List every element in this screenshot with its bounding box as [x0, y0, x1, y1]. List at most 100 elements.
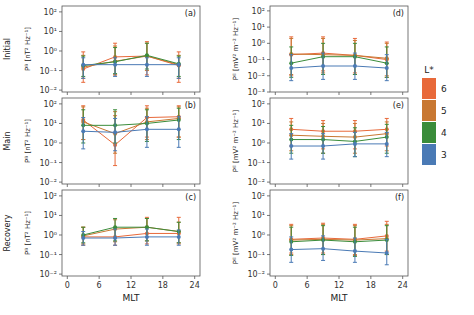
- error-cap-high: [385, 132, 389, 133]
- series-line: [83, 227, 179, 236]
- error-cap-low: [289, 80, 293, 81]
- point: [177, 63, 181, 67]
- error-cap-low: [145, 147, 149, 148]
- x-tick: [99, 184, 100, 187]
- error-cap-high: [353, 123, 357, 124]
- y-tick-label: 10⁻¹: [247, 159, 265, 168]
- error-cap-low: [113, 150, 117, 151]
- y-axis-label: Pᴱ [mV² m⁻² Hz⁻¹]: [232, 18, 240, 81]
- error-cap-high: [353, 38, 357, 39]
- error-cap-high: [321, 225, 325, 226]
- error-cap-high: [385, 224, 389, 225]
- error-stem: [146, 58, 147, 77]
- error-cap-high: [321, 36, 325, 37]
- error-bar: [177, 117, 181, 148]
- y-axis-label: Pᴱ [mV² m⁻² Hz⁻¹]: [232, 202, 240, 265]
- panel-label: (c): [185, 193, 196, 202]
- error-cap-high: [177, 108, 181, 109]
- point: [177, 63, 181, 67]
- y-tick-label: 10⁻²: [247, 72, 265, 81]
- x-tick: [370, 184, 371, 187]
- series-line: [83, 55, 179, 65]
- error-cap-high: [321, 53, 325, 54]
- series: [81, 58, 181, 79]
- y-tick: [267, 59, 270, 60]
- series: [81, 106, 181, 166]
- y-tick-label: 10⁻²: [247, 270, 265, 279]
- point: [321, 144, 325, 148]
- y-tick: [59, 103, 62, 104]
- error-cap-high: [113, 47, 117, 48]
- error-cap-high: [145, 41, 149, 42]
- error-cap-high: [321, 126, 325, 127]
- plot-frame: [62, 190, 200, 276]
- error-cap-high: [145, 218, 149, 219]
- error-bar: [81, 58, 85, 79]
- plot-area: [289, 37, 389, 81]
- error-bar: [81, 232, 85, 246]
- y-tick: [267, 215, 270, 216]
- error-cap-high: [385, 43, 389, 44]
- x-tick: [131, 184, 132, 187]
- error-bar: [321, 134, 325, 159]
- series: [81, 229, 181, 245]
- error-cap-low: [385, 156, 389, 157]
- x-tick: [99, 92, 100, 95]
- x-tick: [307, 184, 308, 187]
- y-tick-label: 10⁻¹: [39, 159, 57, 168]
- error-cap-high: [145, 43, 149, 44]
- y-tick-label: 10¹: [252, 211, 265, 220]
- y-tick: [59, 11, 62, 12]
- panel-label: (e): [393, 101, 404, 110]
- y-tick-label: 10¹: [252, 119, 265, 128]
- error-cap-high: [81, 109, 85, 110]
- x-tick-label: 24: [190, 281, 200, 290]
- y-axis-label: Pᴮ [nT² Hz⁻¹]: [24, 27, 32, 71]
- x-tick-label: 6: [97, 281, 102, 290]
- series: [289, 118, 389, 148]
- y-tick-label: 10¹: [44, 119, 57, 128]
- x-tick: [402, 92, 403, 95]
- legend-label: 4: [441, 128, 447, 138]
- error-cap-high: [177, 51, 181, 52]
- legend-swatch: [422, 122, 436, 143]
- error-cap-low: [177, 78, 181, 79]
- series-line: [291, 134, 387, 137]
- y-tick-label: 10⁻²: [39, 270, 57, 279]
- y-tick-label: 10¹: [44, 211, 57, 220]
- y-tick-label: 10²: [252, 100, 265, 109]
- series: [81, 43, 181, 76]
- error-cap-high: [113, 46, 117, 47]
- error-cap-low: [321, 159, 325, 160]
- error-bar: [81, 52, 85, 82]
- series-line: [83, 237, 179, 238]
- y-tick-label: 10¹: [44, 27, 57, 36]
- error-cap-high: [353, 43, 357, 44]
- error-cap-low: [385, 264, 389, 265]
- y-tick: [59, 182, 62, 183]
- y-tick-label: 10⁻³: [247, 88, 265, 97]
- error-cap-low: [177, 147, 181, 148]
- error-cap-high: [145, 217, 149, 218]
- y-tick-label: 10⁻¹: [39, 67, 57, 76]
- y-tick: [59, 195, 62, 196]
- series: [81, 218, 181, 242]
- series: [289, 43, 389, 77]
- x-axis-label: MLT: [330, 293, 348, 303]
- point: [113, 63, 117, 67]
- error-cap-high: [321, 38, 325, 39]
- series-line: [291, 57, 387, 63]
- error-cap-high: [289, 54, 293, 55]
- y-tick: [59, 215, 62, 216]
- error-cap-high: [289, 224, 293, 225]
- error-cap-low: [353, 156, 357, 157]
- y-tick-label: 10⁻¹: [247, 56, 265, 65]
- error-cap-high: [177, 106, 181, 107]
- error-cap-high: [385, 221, 389, 222]
- error-cap-low: [289, 159, 293, 160]
- y-tick: [59, 31, 62, 32]
- point: [289, 248, 293, 252]
- error-cap-high: [113, 109, 117, 110]
- error-cap-high: [353, 227, 357, 228]
- error-bar: [145, 58, 149, 77]
